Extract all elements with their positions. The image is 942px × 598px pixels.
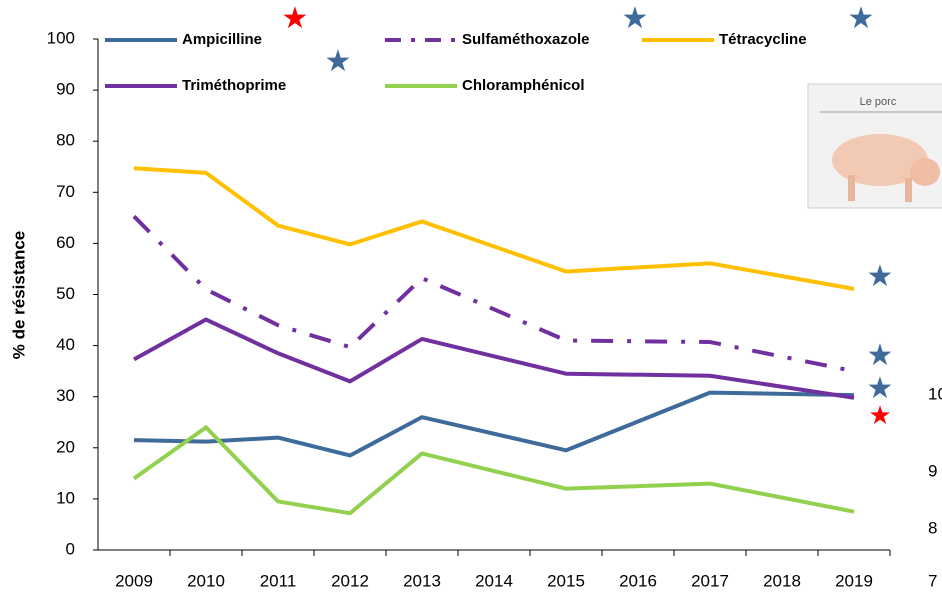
series-line [132,214,855,374]
x-tick-label: 2010 [187,571,225,590]
star: ★ [282,2,309,35]
legend-label: Sulfaméthoxazole [462,31,590,48]
pig-leg [905,178,912,202]
x-tick-label: 2015 [547,571,585,590]
y-tick-label: 90 [56,80,75,99]
x-tick-label: 2017 [691,571,729,590]
x-tick-label: 2019 [835,571,873,590]
series-line [133,390,855,458]
inset-image: Le porc [807,83,942,209]
legend-label: Triméthoprime [182,77,286,94]
y-tick-label: 50 [56,284,75,303]
background-fragment: 7 [928,571,937,590]
pig-leg [848,175,855,201]
star: ★ [868,400,891,430]
y-tick-label: 10 [56,488,75,507]
x-tick-label: 2013 [403,571,441,590]
y-tick-label: 100 [47,28,75,47]
star: ★ [848,2,875,35]
y-tick-label: 60 [56,233,75,252]
x-tick-label: 2016 [619,571,657,590]
y-tick-label: 0 [66,539,75,558]
inset-label: Le porc [860,96,897,108]
y-tick-label: 20 [56,437,75,456]
y-tick-label: 40 [56,335,75,354]
x-tick-label: 2014 [475,571,513,590]
legend-label: Ampicilline [182,31,262,48]
star: ★ [867,339,894,372]
y-tick-label: 70 [56,182,75,201]
background-fragment: 10 [928,384,942,403]
y-axis-label: % de résistance [9,231,28,360]
x-tick-label: 2009 [115,571,153,590]
star: ★ [622,2,649,35]
x-tick-label: 2011 [260,571,297,590]
series-line [133,317,855,400]
series-line [133,166,855,291]
star: ★ [325,45,352,78]
pig-head [910,158,940,186]
y-tick-label: 80 [56,131,75,150]
stars: ★ ★ ★ ★ ★ ★ ★ ★ [282,2,894,430]
background-fragment: 9 [928,461,937,480]
y-tick-label: 30 [56,386,75,405]
legend-label: Tétracycline [719,31,807,48]
pig-body [832,134,928,186]
background-fragment: 8 [928,518,937,537]
x-tick-label: 2018 [763,571,801,590]
series-line [132,425,855,516]
star: ★ [867,260,894,293]
legend-label: Chloramphénicol [462,77,585,94]
x-tick-label: 2012 [331,571,369,590]
star: ★ [867,372,894,405]
